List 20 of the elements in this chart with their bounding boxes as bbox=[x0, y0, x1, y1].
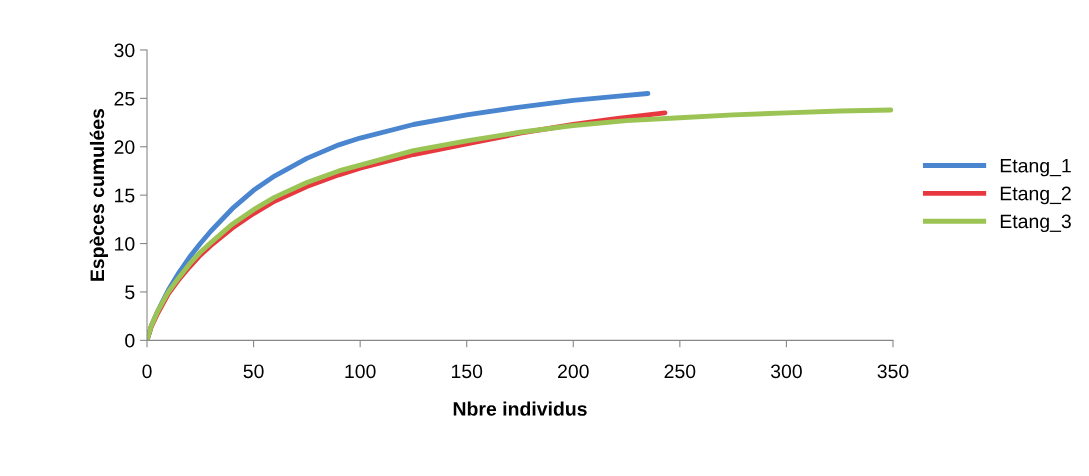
y-tick-label: 0 bbox=[125, 333, 135, 348]
x-tick-label: 0 bbox=[142, 364, 152, 379]
x-tick-label: 250 bbox=[664, 364, 696, 379]
legend-label: Etang_1 bbox=[1000, 158, 1071, 177]
x-tick-label: 50 bbox=[243, 364, 264, 379]
y-tick-label: 20 bbox=[114, 140, 135, 154]
x-tick-label: 350 bbox=[877, 364, 909, 379]
y-axis-title: Espèces cumulées bbox=[89, 108, 109, 281]
y-tick-label: 25 bbox=[114, 91, 135, 106]
legend-label: Etang_2 bbox=[1000, 186, 1071, 205]
y-tick-label: 30 bbox=[114, 43, 135, 58]
x-tick-label: 300 bbox=[770, 364, 802, 379]
y-tick-label: 15 bbox=[115, 188, 135, 203]
x-tick-label: 150 bbox=[451, 364, 483, 379]
y-tick-label: 10 bbox=[115, 237, 135, 251]
legend-label: Etang_3 bbox=[1000, 214, 1071, 233]
y-tick-label: 5 bbox=[125, 285, 135, 300]
x-tick-label: 100 bbox=[345, 364, 376, 379]
x-axis-title: Nbre individus bbox=[453, 401, 587, 416]
x-tick-label: 200 bbox=[558, 364, 589, 379]
